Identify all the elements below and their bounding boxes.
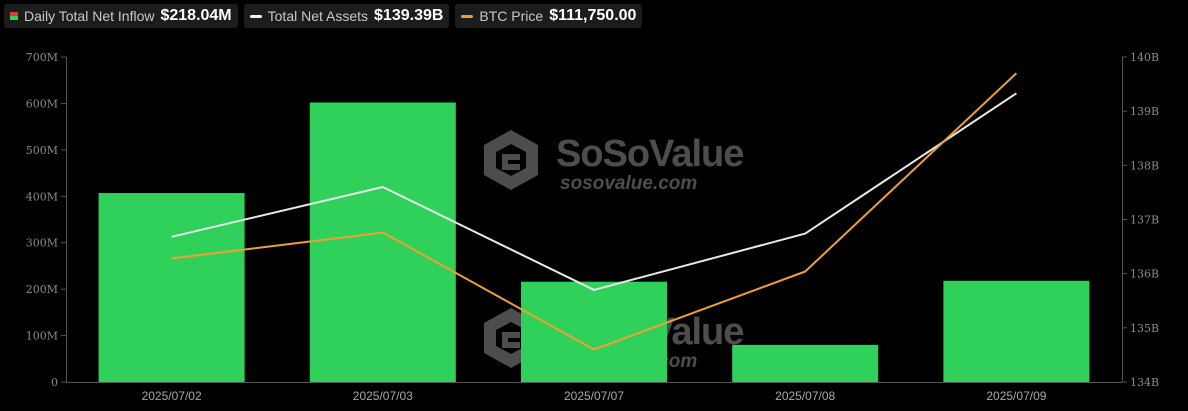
left-tick-label: 600M [26, 97, 58, 110]
left-tick-label: 500M [26, 144, 58, 157]
left-tick-label: 300M [26, 237, 58, 250]
logo-hexagon-icon [484, 130, 538, 190]
line-swatch-icon [249, 14, 262, 18]
left-tick-label: 100M [26, 330, 58, 343]
left-tick-label: 200M [26, 283, 58, 296]
bar [521, 281, 667, 382]
x-tick-label: 2025/07/03 [353, 389, 413, 403]
right-tick-label: 136B [1130, 268, 1159, 281]
left-tick-label: 0 [51, 376, 58, 389]
right-tick-label: 139B [1130, 105, 1159, 118]
x-tick-label: 2025/07/02 [142, 389, 202, 403]
inflow-swatch-icon [10, 12, 18, 20]
left-tick-label: 400M [26, 190, 58, 203]
x-tick-label: 2025/07/08 [775, 389, 835, 403]
legend-item-total-net-assets[interactable]: Total Net Assets $139.39B [243, 4, 450, 28]
legend-item-btc-price[interactable]: BTC Price $111,750.00 [455, 4, 643, 28]
right-tick-label: 134B [1130, 376, 1159, 389]
bar [943, 280, 1090, 382]
series-line-total-net-assets [171, 92, 1017, 291]
legend-value: $111,750.00 [549, 7, 637, 24]
legend-label: Total Net Assets [267, 8, 369, 24]
left-tick-label: 700M [26, 51, 58, 64]
legend-item-daily-net-inflow[interactable]: Daily Total Net Inflow $218.04M [4, 4, 238, 28]
logo-inner-icon [496, 144, 526, 176]
series-line-btc-price [171, 72, 1018, 351]
logo-inner-icon [496, 322, 526, 354]
axes: 0 100M 200M 300M 400M 500M 600M 700M 134B 135B 136… [26, 51, 1159, 403]
right-tick-label: 135B [1130, 322, 1159, 335]
legend-value: $139.39B [374, 7, 444, 24]
legend-value: $218.04M [160, 7, 232, 24]
logo-mark-icon [502, 332, 520, 348]
watermark-brand: SoSoValue [556, 133, 743, 175]
legend-label: BTC Price [479, 8, 544, 24]
line-swatch-icon [461, 14, 474, 18]
right-tick-label: 138B [1130, 159, 1159, 172]
legend: Daily Total Net Inflow $218.04M Total Ne… [4, 4, 643, 28]
logo-mark-icon [502, 154, 520, 170]
x-tick-label: 2025/07/07 [564, 389, 624, 403]
x-tick-label: 2025/07/09 [986, 389, 1046, 403]
right-tick-label: 140B [1130, 51, 1159, 64]
legend-label: Daily Total Net Inflow [24, 8, 155, 24]
right-tick-label: 137B [1130, 214, 1159, 227]
bar [732, 344, 879, 382]
bar [309, 102, 456, 382]
bar [98, 193, 245, 382]
watermark-url: sosovalue.com [560, 173, 697, 194]
lines [171, 72, 1018, 351]
